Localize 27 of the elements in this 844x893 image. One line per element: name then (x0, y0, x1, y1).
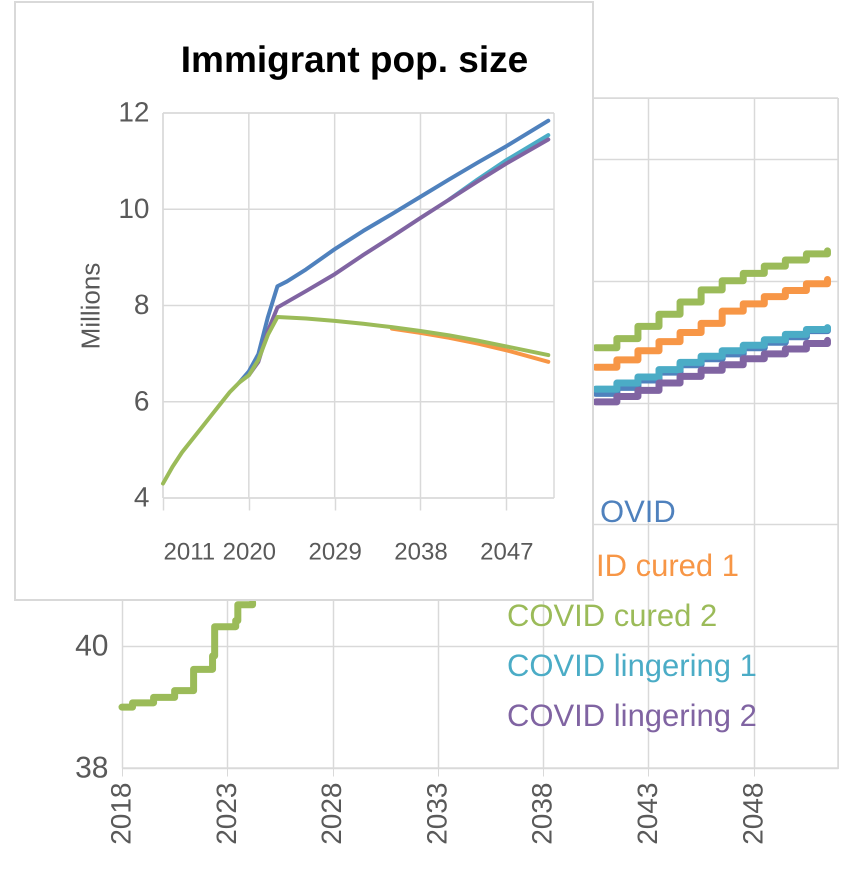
text: ID cured 1 (596, 548, 740, 583)
y-tick-label: 6 (134, 385, 150, 416)
text: OVID (600, 494, 676, 529)
x-tick-label: 2047 (480, 538, 534, 566)
chart-title: Immigrant pop. size (180, 39, 528, 80)
x-tick-label: 2023 (210, 782, 242, 845)
y-tick-label: 4 (134, 482, 150, 512)
text: COVID cured 2 (507, 598, 718, 633)
y-tick-label: 10 (118, 192, 150, 224)
y-axis-title: Millions (75, 262, 106, 350)
x-tick-label: 2028 (316, 782, 348, 845)
x-tick-label: 2043 (632, 782, 663, 845)
y-tick-label: 8 (134, 289, 150, 320)
x-tick-label: 2038 (526, 782, 558, 845)
x-tick-label: 2048 (737, 782, 768, 845)
line-series (161, 315, 550, 486)
x-tick-label: 2033 (421, 782, 452, 845)
x-tick-label: 2020 (222, 538, 276, 566)
y-tick-label: 12 (118, 96, 150, 128)
y-tick-label: 38 (75, 752, 108, 784)
x-tick-label: 2038 (394, 538, 448, 566)
text: COVID lingering 1 (507, 648, 757, 683)
text: COVID lingering 2 (507, 698, 757, 733)
y-tick-label: 40 (75, 630, 108, 663)
x-tick-label: 2029 (308, 538, 362, 566)
x-tick-label: 2011 (164, 538, 216, 566)
x-tick-label: 2018 (106, 782, 136, 845)
